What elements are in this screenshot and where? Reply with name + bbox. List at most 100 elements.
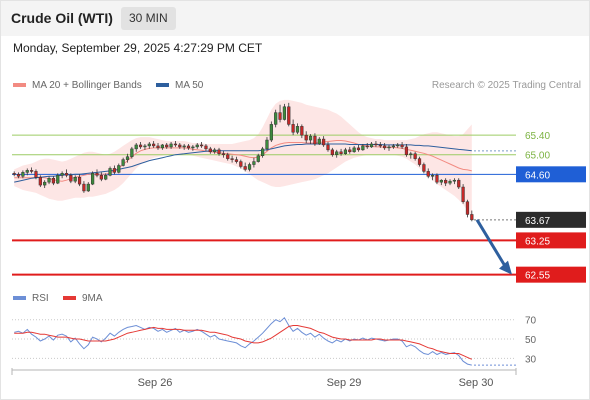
candle-body <box>413 153 417 159</box>
candle <box>322 136 326 147</box>
candle <box>400 142 404 149</box>
candle <box>435 173 439 185</box>
candle-body <box>208 148 212 153</box>
candle <box>465 199 470 218</box>
candle <box>426 168 430 179</box>
candle <box>261 146 265 158</box>
timeframe-button[interactable]: 30 MIN <box>121 7 176 30</box>
candle-body <box>95 173 99 176</box>
candle <box>378 142 382 148</box>
legend-swatch-ma50 <box>156 83 169 88</box>
candle-body <box>352 147 356 153</box>
candle-body <box>417 158 422 165</box>
candle <box>265 137 269 151</box>
candle-body <box>226 154 230 159</box>
candle-body <box>178 144 182 148</box>
candle <box>374 141 378 147</box>
candle-body <box>435 175 439 183</box>
level-label-65.40: 65.40 <box>525 131 550 142</box>
candle <box>160 143 164 150</box>
candle <box>317 137 321 145</box>
legend-9ma: 9MA <box>63 293 103 304</box>
candle <box>404 143 409 157</box>
candle-body <box>339 151 343 155</box>
candle-body <box>217 149 221 155</box>
candle <box>291 119 295 136</box>
candle <box>125 153 130 163</box>
time-tick-label: Sep 26 <box>138 377 173 389</box>
candle-body <box>47 177 51 183</box>
candle <box>91 171 95 186</box>
candle-body <box>322 138 326 146</box>
candle-body <box>287 106 291 125</box>
candle-body <box>330 149 334 155</box>
candle <box>213 147 217 154</box>
legend-ma50: MA 50 <box>156 80 203 91</box>
candle <box>60 171 64 179</box>
level-label-62.55: 62.55 <box>525 271 550 282</box>
candle-body <box>243 166 247 170</box>
level-labels: 65.40 65.00 64.60 63.67 63.25 62.55 <box>475 131 586 283</box>
candle-body <box>356 147 361 151</box>
candle-body <box>12 173 16 175</box>
candle-body <box>343 149 348 155</box>
candle <box>147 142 151 149</box>
rsi-9ma-line <box>14 325 473 360</box>
candle-body <box>25 170 29 173</box>
candle-body <box>125 156 130 160</box>
rsi-line <box>14 317 472 366</box>
candle <box>278 104 282 123</box>
candle <box>339 148 343 156</box>
candle <box>326 142 330 152</box>
level-box-63.25 <box>516 232 586 249</box>
candle <box>130 146 134 159</box>
candle-body <box>247 164 252 170</box>
level-box-62.55 <box>516 266 586 283</box>
candle <box>204 143 208 151</box>
candle <box>30 167 34 174</box>
candle <box>104 173 108 181</box>
candle <box>239 159 243 169</box>
candle <box>186 143 191 150</box>
candle <box>77 174 82 187</box>
candle <box>69 173 73 184</box>
level-label-65.00: 65.00 <box>525 151 550 162</box>
candle <box>352 145 356 153</box>
candle <box>121 157 125 167</box>
candle <box>56 173 60 185</box>
candle <box>396 142 400 148</box>
candle-body <box>348 149 352 153</box>
time-tick-label: Sep 30 <box>459 377 494 389</box>
rsi-panel: 70 50 30 <box>12 316 537 366</box>
candle <box>169 142 173 149</box>
candle-body <box>239 161 243 167</box>
candle-body <box>21 172 25 177</box>
projection-arrow-head <box>499 260 512 275</box>
candle <box>409 151 413 159</box>
candle-body <box>313 135 317 145</box>
candle <box>413 151 417 161</box>
candle-body <box>16 174 21 177</box>
candle-body <box>448 180 452 184</box>
candle <box>34 169 38 180</box>
legend-label-bollinger: MA 20 + Bollinger Bands <box>32 80 142 91</box>
candle <box>138 142 143 149</box>
candle-body <box>182 145 186 148</box>
candle <box>308 134 313 144</box>
candle-body <box>186 145 191 149</box>
legend-label-rsi: RSI <box>32 293 49 304</box>
candle <box>117 163 121 174</box>
candle <box>348 146 352 154</box>
candle <box>439 179 443 186</box>
candle-body <box>374 143 378 146</box>
candle-body <box>365 145 369 148</box>
candle-body <box>457 179 461 188</box>
candle <box>182 143 186 150</box>
candle-body <box>77 177 82 185</box>
candle <box>452 178 456 185</box>
candle <box>365 142 369 149</box>
candle-body <box>396 144 400 147</box>
candle-body <box>60 173 64 176</box>
copyright-text: Research © 2025 Trading Central <box>431 80 581 91</box>
